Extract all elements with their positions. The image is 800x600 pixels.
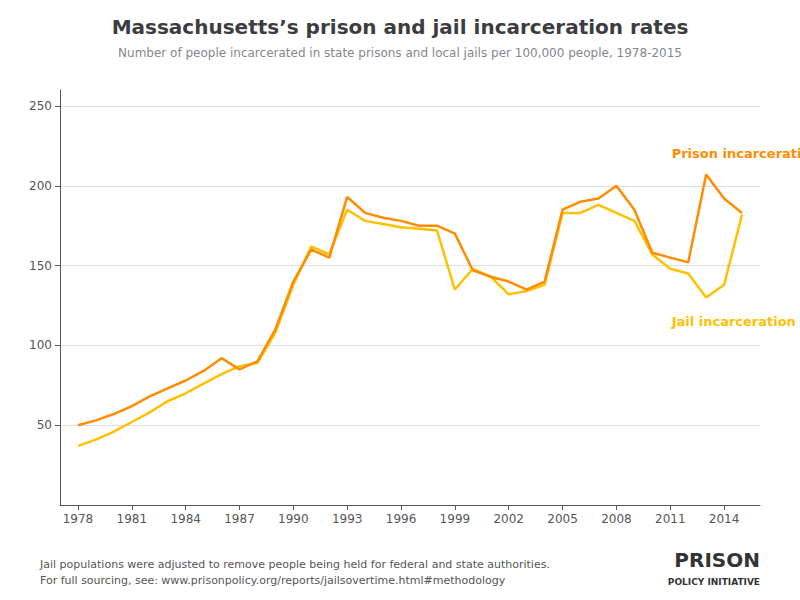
svg-text:1990: 1990	[278, 512, 309, 526]
svg-text:50: 50	[37, 418, 52, 432]
svg-text:1981: 1981	[117, 512, 148, 526]
svg-text:Prison incarceration rate: Prison incarceration rate	[672, 146, 800, 161]
svg-text:2005: 2005	[547, 512, 578, 526]
svg-text:1984: 1984	[170, 512, 201, 526]
svg-text:2008: 2008	[601, 512, 632, 526]
svg-text:2002: 2002	[493, 512, 524, 526]
svg-text:1978: 1978	[63, 512, 94, 526]
svg-text:1987: 1987	[224, 512, 255, 526]
svg-text:Jail incarceration rate: Jail incarceration rate	[671, 314, 800, 329]
svg-text:Jail populations were adjusted: Jail populations were adjusted to remove…	[39, 558, 550, 571]
svg-text:For full sourcing, see: www.pr: For full sourcing, see: www.prisonpolicy…	[40, 574, 506, 587]
svg-text:PRISON: PRISON	[674, 548, 760, 572]
svg-text:250: 250	[29, 99, 52, 113]
svg-text:1996: 1996	[386, 512, 417, 526]
svg-text:Massachusetts’s prison and jai: Massachusetts’s prison and jail incarcer…	[112, 15, 689, 39]
svg-text:2014: 2014	[709, 512, 740, 526]
svg-text:150: 150	[29, 259, 52, 273]
svg-text:100: 100	[29, 338, 52, 352]
svg-text:200: 200	[29, 179, 52, 193]
svg-text:2011: 2011	[655, 512, 686, 526]
svg-text:Number of people incarcerated: Number of people incarcerated in state p…	[118, 46, 682, 60]
svg-text:POLICY INITIATIVE: POLICY INITIATIVE	[668, 577, 760, 587]
svg-text:1993: 1993	[332, 512, 363, 526]
svg-text:1999: 1999	[440, 512, 471, 526]
